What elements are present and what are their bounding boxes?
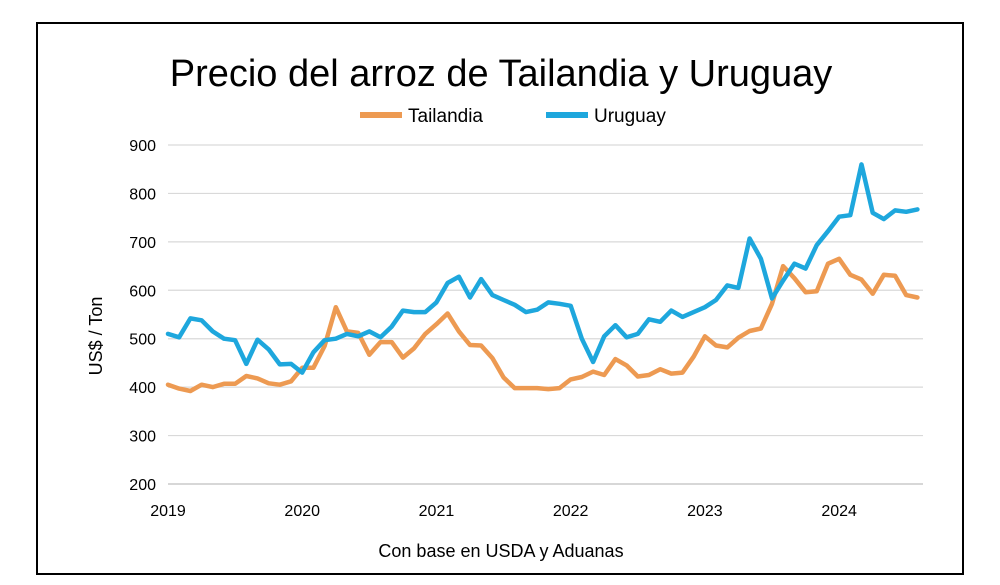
x-tick-label: 2021 xyxy=(419,503,455,520)
y-tick-label: 600 xyxy=(129,283,156,300)
x-tick-label: 2019 xyxy=(150,503,186,520)
legend-label-tailandia: Tailandia xyxy=(408,106,483,127)
y-tick-label: 900 xyxy=(129,138,156,155)
chart-title: Precio del arroz de Tailandia y Uruguay xyxy=(170,53,833,95)
x-tick-label: 2024 xyxy=(821,503,857,520)
y-axis-label: US$ / Ton xyxy=(86,297,106,376)
x-axis-label: Con base en USDA y Aduanas xyxy=(378,541,623,561)
x-tick-label: 2023 xyxy=(687,503,723,520)
y-tick-label: 200 xyxy=(129,477,156,494)
y-tick-label: 800 xyxy=(129,186,156,203)
legend-label-uruguay: Uruguay xyxy=(594,106,666,127)
x-tick-label: 2022 xyxy=(553,503,589,520)
y-tick-label: 300 xyxy=(129,429,156,446)
y-tick-label: 700 xyxy=(129,235,156,252)
chart-svg: Precio del arroz de Tailandia y Uruguay … xyxy=(86,53,923,561)
series-lines xyxy=(165,162,920,394)
chart-frame: Precio del arroz de Tailandia y Uruguay … xyxy=(36,22,964,575)
y-tick-labels: 200 300 400 500 600 700 800 900 xyxy=(129,138,156,494)
x-tick-labels: 2019 2020 2021 2022 2023 2024 xyxy=(150,503,857,520)
x-tick-label: 2020 xyxy=(284,503,320,520)
legend: Tailandia Uruguay xyxy=(360,106,666,127)
y-tick-label: 500 xyxy=(129,332,156,349)
series-line-uruguay xyxy=(165,162,920,375)
gridlines xyxy=(168,144,923,485)
series-line-tailandia xyxy=(165,256,920,394)
y-tick-label: 400 xyxy=(129,380,156,397)
